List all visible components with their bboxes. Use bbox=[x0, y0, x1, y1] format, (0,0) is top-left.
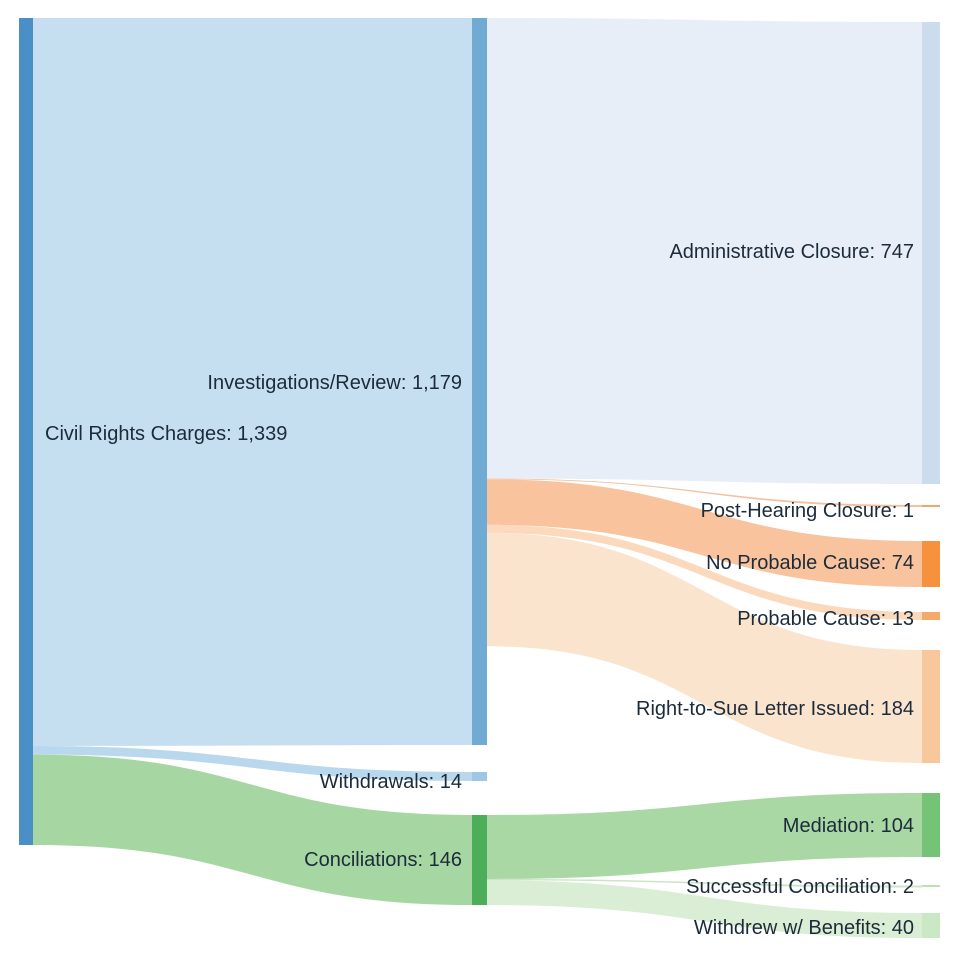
sankey-link-conciliations-to-successful-conciliation[interactable] bbox=[487, 879, 922, 888]
sankey-node-administrative-closure[interactable] bbox=[922, 22, 940, 484]
sankey-node-conciliations[interactable] bbox=[472, 815, 487, 905]
sankey-node-probable-cause[interactable] bbox=[922, 612, 940, 620]
sankey-link-investigations-review-to-no-probable-cause[interactable] bbox=[487, 479, 922, 587]
sankey-link-investigations-review-to-post-hearing-closure[interactable] bbox=[487, 478, 922, 507]
sankey-link-conciliations-to-withdrew-w-benefits[interactable] bbox=[487, 880, 922, 938]
sankey-link-investigations-review-to-probable-cause[interactable] bbox=[487, 524, 922, 620]
sankey-node-civil-rights-charges[interactable] bbox=[19, 18, 33, 845]
sankey-node-investigations-review[interactable] bbox=[472, 18, 487, 745]
sankey-node-right-to-sue-letter-issued[interactable] bbox=[922, 650, 940, 763]
sankey-link-civil-rights-charges-to-conciliations[interactable] bbox=[33, 754, 472, 905]
sankey-link-investigations-review-to-right-to-sue-letter-issued[interactable] bbox=[487, 532, 922, 763]
sankey-node-mediation[interactable] bbox=[922, 793, 940, 857]
sankey-link-civil-rights-charges-to-withdrawals[interactable] bbox=[33, 746, 472, 781]
sankey-link-civil-rights-charges-to-investigations-review[interactable] bbox=[33, 18, 472, 746]
sankey-node-withdrawals[interactable] bbox=[472, 772, 487, 781]
sankey-node-successful-conciliation[interactable] bbox=[922, 885, 940, 887]
sankey-node-no-probable-cause[interactable] bbox=[922, 541, 940, 587]
sankey-link-conciliations-to-mediation[interactable] bbox=[487, 793, 922, 879]
sankey-node-post-hearing-closure[interactable] bbox=[922, 505, 940, 507]
sankey-link-investigations-review-to-administrative-closure[interactable] bbox=[487, 18, 922, 484]
sankey-node-withdrew-w-benefits[interactable] bbox=[922, 913, 940, 938]
